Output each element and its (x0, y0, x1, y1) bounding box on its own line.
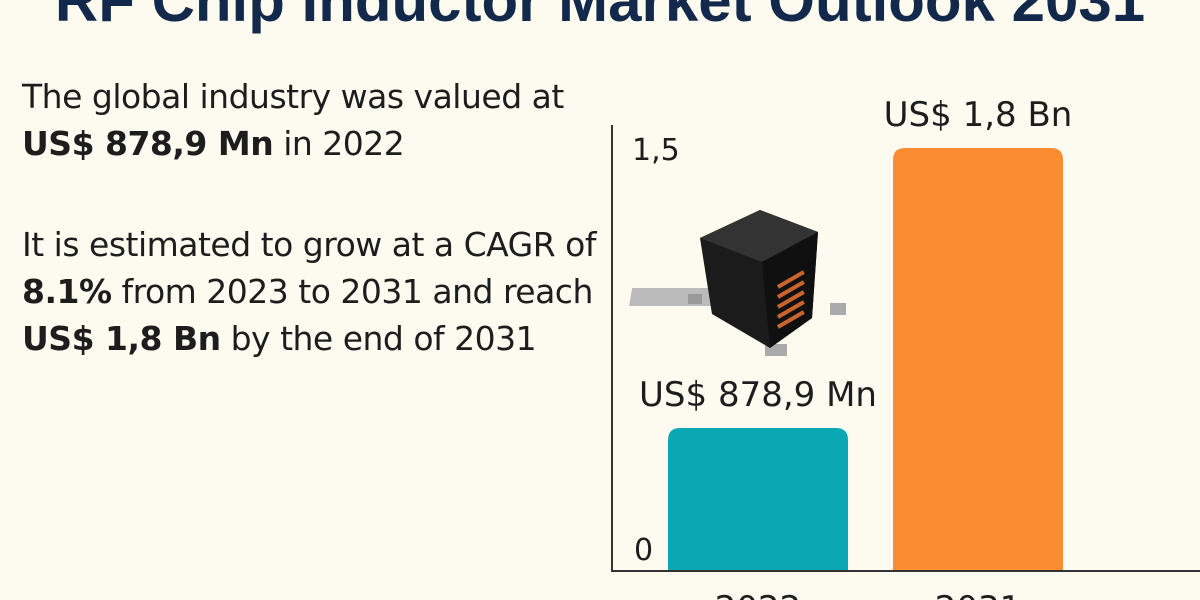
bar-2031 (893, 148, 1063, 570)
bar-2022 (668, 428, 848, 570)
growth-text: It is estimated to grow at a CAGR of 8.1… (22, 225, 596, 358)
x-tick-label: 2022 (715, 589, 802, 600)
y-tick-label: 0 (634, 533, 653, 568)
data-label: US$ 878,9 Mn (639, 375, 877, 415)
page-title: RF Chip Inductor Market Outlook 2031 (54, 0, 1146, 34)
data-label: US$ 1,8 Bn (884, 95, 1073, 135)
x-tick-label: 2031 (935, 589, 1022, 600)
chip-inductor-icon (629, 210, 846, 356)
y-tick-label: 1,5 (632, 133, 680, 168)
valuation-text: The global industry was valued at US$ 87… (22, 77, 564, 163)
